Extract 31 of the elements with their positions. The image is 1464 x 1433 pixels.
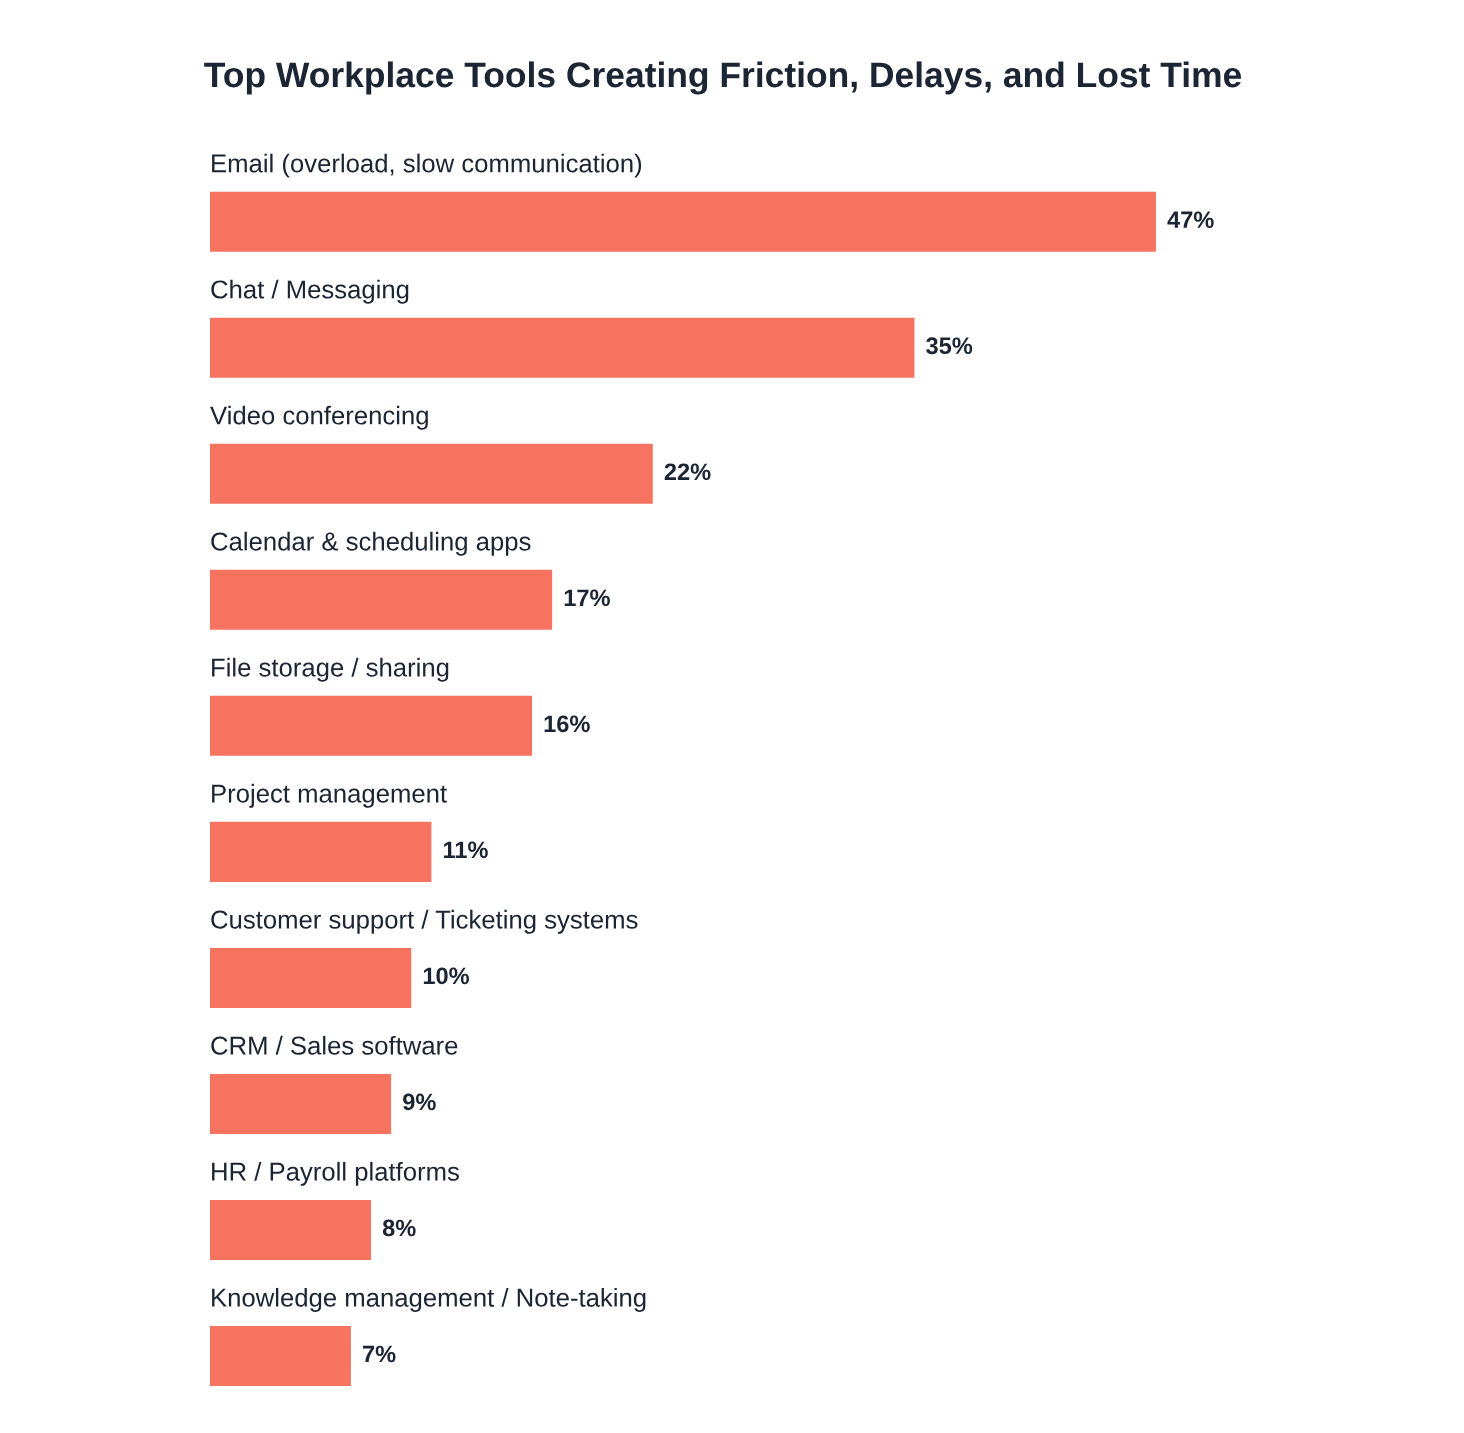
bar	[210, 1073, 392, 1134]
data-label: 22%	[664, 463, 711, 481]
data-label: 11%	[443, 841, 488, 859]
y-tick-label: Calendar & scheduling apps	[211, 531, 531, 556]
bar	[210, 191, 1156, 252]
bar	[210, 1199, 372, 1260]
y-tick-label: Project management	[212, 783, 447, 808]
bar	[210, 947, 412, 1008]
data-label: 17%	[564, 589, 610, 607]
data-label: 16%	[544, 715, 590, 733]
y-tick-label: CRM / Sales software	[211, 1035, 458, 1055]
data-label: 9%	[403, 1093, 436, 1111]
data-label: 7%	[363, 1345, 396, 1363]
data-label: 8%	[382, 1219, 416, 1237]
y-tick-label: File storage / sharing	[212, 657, 449, 682]
data-label: 35%	[926, 337, 973, 355]
bar	[210, 695, 533, 756]
y-tick-label: Customer support / Ticketing systems	[211, 909, 638, 934]
y-tick-label: Email (overload, slow communication)	[212, 153, 642, 178]
bar	[210, 317, 915, 378]
bar	[210, 569, 553, 630]
bar	[210, 821, 432, 882]
y-tick-label: Chat / Messaging	[211, 279, 409, 304]
bar	[210, 443, 653, 504]
chart-title: Top Workplace Tools Creating Friction, Delays, and Lost Time	[204, 61, 1242, 95]
bar	[210, 1325, 351, 1386]
data-label: 10%	[423, 967, 470, 985]
data-label: 47%	[1167, 211, 1214, 229]
y-tick-label: Knowledge management / Note-taking	[212, 1287, 646, 1312]
y-tick-label: HR / Payroll platforms	[212, 1161, 459, 1186]
y-tick-label: Video conferencing	[210, 405, 428, 430]
